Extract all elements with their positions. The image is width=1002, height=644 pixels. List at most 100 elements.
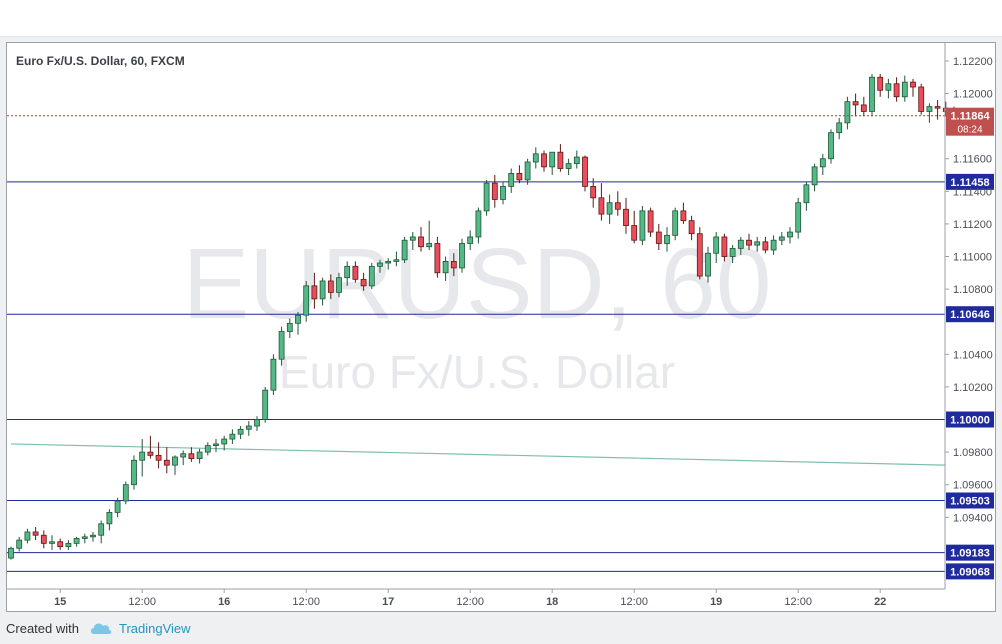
level-price-label: 1.09183 xyxy=(950,548,990,560)
candle-body xyxy=(696,233,703,277)
candle-body xyxy=(81,536,88,539)
time-axis[interactable]: 15 12:00 16 12:00 17 12:00 18 12:00 19 12:00 22 xyxy=(7,588,945,608)
candle-body xyxy=(213,443,219,446)
candle-body xyxy=(237,428,244,435)
candle-body xyxy=(155,454,162,461)
candle-body xyxy=(57,541,64,548)
candle-body xyxy=(311,285,318,300)
candle-body xyxy=(278,331,285,360)
time-tick-label: 19 xyxy=(710,596,722,608)
candle-body xyxy=(836,122,843,134)
candle-body xyxy=(877,76,884,91)
candle-body xyxy=(114,500,121,513)
candle-body xyxy=(32,531,39,536)
level-price-tag xyxy=(946,173,994,190)
candle-body xyxy=(40,534,47,544)
candle-body xyxy=(926,106,933,112)
candle-body xyxy=(221,438,228,445)
price-chart[interactable]: EURUSD, 60 Euro Fx/U.S. Dollar 1.114581.… xyxy=(7,43,995,611)
time-tick-label: 22 xyxy=(874,596,886,608)
candle-body xyxy=(762,241,769,251)
price-tick-label: 1.10400 xyxy=(953,349,993,361)
candle-body xyxy=(754,241,761,246)
candle-body xyxy=(508,172,515,187)
price-tick-label: 1.12200 xyxy=(953,56,993,68)
candle-body xyxy=(795,202,802,233)
time-tick-label: 12:00 xyxy=(128,596,156,608)
candle-body xyxy=(360,278,367,287)
candle-body xyxy=(524,161,531,181)
candle-body xyxy=(532,153,539,163)
candle-body xyxy=(713,236,720,254)
candle-body xyxy=(49,541,55,544)
candle-body xyxy=(352,265,359,280)
candle-body xyxy=(139,451,146,461)
candle-body xyxy=(483,182,490,212)
candle-body xyxy=(893,83,900,98)
last-price-group: 1.11864 08:24 xyxy=(7,107,994,136)
candle-body xyxy=(196,451,203,460)
candle-body xyxy=(598,197,605,215)
candle-body xyxy=(770,239,777,251)
candle-body xyxy=(901,81,908,98)
candle-body xyxy=(16,539,23,549)
level-price-label: 1.11458 xyxy=(950,177,989,189)
candle-body xyxy=(885,83,892,91)
candle-body xyxy=(500,186,506,200)
tradingview-cloud-icon[interactable] xyxy=(89,621,113,635)
price-tick-label: 1.11400 xyxy=(953,186,992,198)
candle-body xyxy=(623,208,629,226)
time-tick-label: 16 xyxy=(218,596,230,608)
candle-body xyxy=(590,186,597,199)
level-price-tag xyxy=(946,492,994,509)
watermark-name: Euro Fx/U.S. Dollar xyxy=(279,346,675,398)
created-with-label: Created with xyxy=(6,620,79,636)
candle-body xyxy=(491,182,498,200)
top-toolbar xyxy=(0,0,1002,37)
price-tick-label: 1.11600 xyxy=(953,154,992,166)
price-tick-label: 1.09400 xyxy=(953,512,993,524)
level-price-label: 1.10000 xyxy=(950,414,990,426)
candle-body xyxy=(614,202,621,210)
candle-body xyxy=(475,210,482,238)
level-price-label: 1.09068 xyxy=(950,566,990,578)
candle-body xyxy=(303,285,310,316)
candle-body xyxy=(918,86,925,112)
tradingview-link[interactable]: TradingView xyxy=(118,620,191,636)
candle-body xyxy=(565,163,572,169)
candle-body xyxy=(418,236,424,248)
candle-body xyxy=(655,231,662,244)
candle-body xyxy=(172,456,178,466)
candle-body xyxy=(516,172,523,181)
candle-body xyxy=(426,243,433,248)
candle-body xyxy=(869,76,875,112)
time-tick-label: 12:00 xyxy=(456,596,484,608)
candle-body xyxy=(844,101,851,124)
chart-panel[interactable]: EURUSD, 60 Euro Fx/U.S. Dollar 1.11458 1.… xyxy=(6,42,996,612)
candle-body xyxy=(828,132,834,160)
candle-body xyxy=(631,225,638,241)
time-tick-label: 12:00 xyxy=(620,596,648,608)
level-price-tag xyxy=(946,411,994,428)
candle-body xyxy=(98,523,105,536)
candle-body xyxy=(327,280,334,293)
candle-body xyxy=(541,153,547,168)
price-axis[interactable]: 1.12200 1.12000 1.11600 1.11400 1.11200 1.110… xyxy=(944,43,993,589)
time-tick-label: 12:00 xyxy=(784,596,812,608)
candle-body xyxy=(664,234,670,244)
candle-body xyxy=(106,511,113,525)
chart-title: Euro Fx/U.S. Dollar, 60, FXCM xyxy=(16,54,185,68)
price-tick-label: 1.10800 xyxy=(953,284,993,296)
last-price-label: 1.11864 xyxy=(950,111,990,123)
candle-body xyxy=(860,104,867,112)
level-price-label: 1.09503 xyxy=(950,495,990,507)
candle-body xyxy=(811,166,818,186)
candle-body xyxy=(459,243,465,269)
candle-body xyxy=(934,106,941,109)
candle-body xyxy=(721,236,728,257)
candle-body xyxy=(729,247,736,257)
time-tick-label: 17 xyxy=(382,596,394,608)
candle-body xyxy=(204,445,211,453)
candle-body xyxy=(573,156,580,165)
candle-body xyxy=(467,236,474,244)
